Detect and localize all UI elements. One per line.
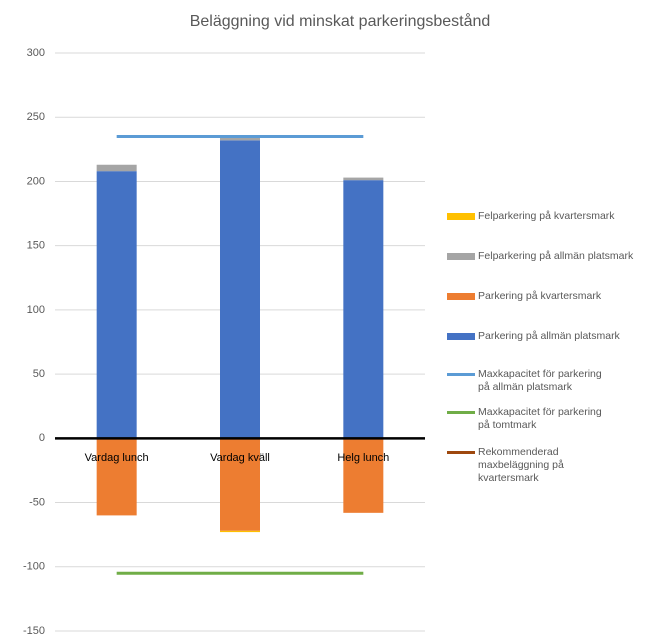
x-tick-label: Helg lunch: [337, 452, 389, 464]
bar: [96, 438, 137, 516]
legend-item: Parkering på kvartersmark: [447, 290, 652, 303]
y-tick-label: 250: [27, 111, 45, 123]
legend-label: Maxkapacitet för parkering på allmän pla…: [478, 368, 602, 393]
legend-label: Felparkering på allmän platsmark: [478, 250, 634, 262]
y-tick-label: 0: [39, 432, 45, 444]
legend-item: Maxkapacitet för parkering på allmän pla…: [447, 368, 652, 394]
legend-label: Maxkapacitet för parkering på tomtmark: [478, 406, 602, 431]
y-tick-label: 300: [27, 47, 45, 59]
y-tick-label: -50: [29, 496, 45, 508]
y-tick-label: -100: [23, 561, 45, 573]
bar: [343, 438, 384, 513]
y-tick-label: 50: [33, 368, 45, 380]
legend-label: Parkering på kvartersmark: [478, 290, 602, 302]
legend-item: Felparkering på kvartersmark: [447, 210, 652, 223]
legend-swatch: [447, 213, 475, 220]
legend-label: Felparkering på kvartersmark: [478, 210, 615, 222]
y-tick-label: 150: [27, 240, 45, 252]
legend-item: Parkering på allmän platsmark: [447, 330, 652, 343]
bar: [96, 171, 137, 439]
bar: [343, 180, 384, 439]
bar: [220, 438, 260, 531]
x-tick-label: Vardag kväll: [210, 452, 270, 464]
legend-item: Maxkapacitet för parkering på tomtmark: [447, 406, 652, 432]
chart-title: Beläggning vid minskat parkeringsbestånd: [190, 12, 491, 30]
bar: [96, 164, 137, 172]
legend-label: Rekommenderad maxbeläggning på kvartersm…: [478, 446, 564, 484]
legend-swatch: [447, 253, 475, 260]
legend-swatch: [447, 373, 475, 376]
legend-item: Rekommenderad maxbeläggning på kvartersm…: [447, 446, 652, 485]
legend-label: Parkering på allmän platsmark: [478, 330, 620, 342]
y-tick-label: 200: [27, 175, 45, 187]
y-tick-label: 100: [27, 304, 45, 316]
legend-swatch: [447, 293, 475, 300]
legend-swatch: [447, 451, 475, 454]
x-tick-label: Vardag lunch: [85, 452, 149, 464]
legend-swatch: [447, 411, 475, 414]
legend-item: Felparkering på allmän platsmark: [447, 250, 652, 263]
legend-swatch: [447, 333, 475, 340]
y-tick-label: -150: [23, 625, 45, 637]
bar: [343, 177, 384, 181]
bar: [220, 140, 260, 439]
bar: [220, 530, 260, 533]
